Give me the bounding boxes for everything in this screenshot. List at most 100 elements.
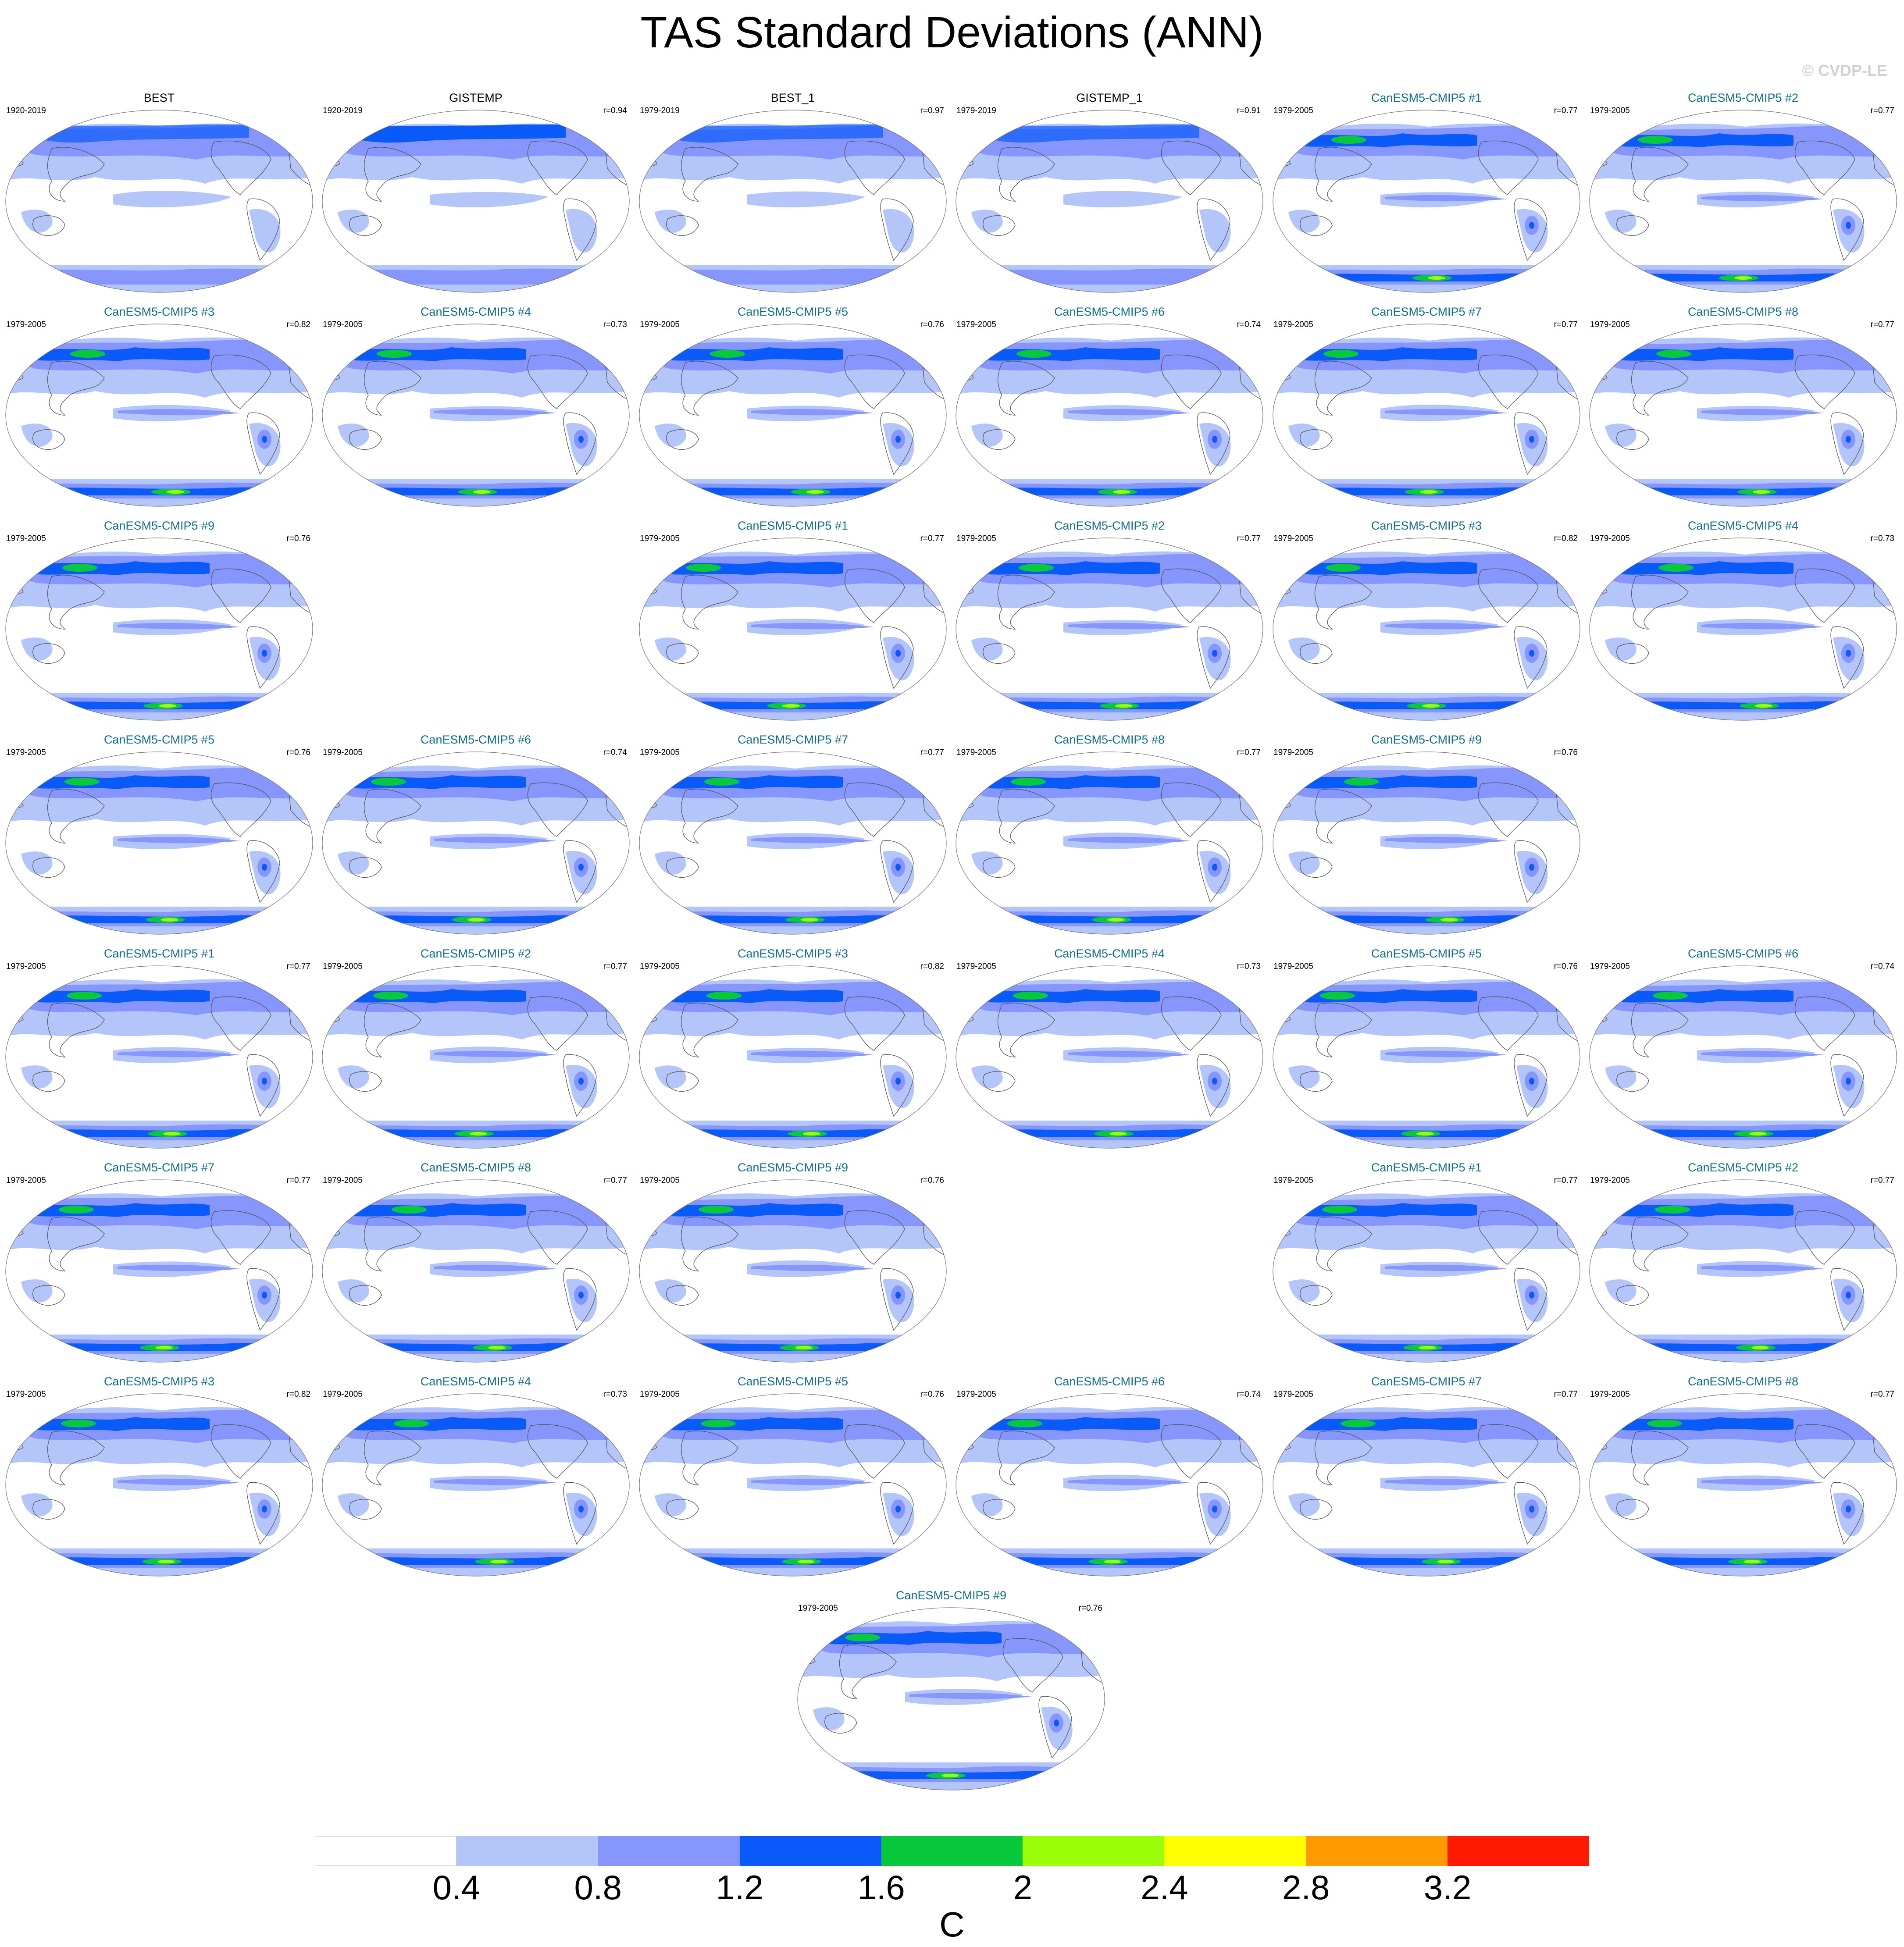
panel-pattern-correlation: r=0.77	[603, 962, 627, 971]
panel-title: CanESM5-CMIP5 #1	[103, 947, 215, 960]
colorbar-tick-label: 2.4	[1141, 1868, 1188, 1907]
map-panel: CanESM5-CMIP5 #5 1979-2005 r=0.76	[637, 304, 948, 510]
panel-title: GISTEMP_1	[1076, 91, 1143, 104]
robinson-map	[322, 1393, 630, 1577]
panel-pattern-correlation: r=0.77	[1870, 320, 1894, 329]
panel-pattern-correlation: r=0.77	[920, 534, 944, 543]
colorbar-labels: 0.4 0.8 1.2 1.6 2 2.4 2.8 3.2	[0, 1870, 1904, 1905]
robinson-map	[639, 324, 947, 507]
map-panel: BEST_1 1979-2019 r=0.97	[637, 90, 948, 296]
watermark: © CVDP-LE	[1802, 61, 1887, 79]
panel-title: CanESM5-CMIP5 #8	[1687, 1375, 1799, 1388]
panel-years: 1979-2005	[1273, 962, 1313, 971]
map-panel: CanESM5-CMIP5 #2 1979-2005 r=0.77	[954, 518, 1265, 724]
map-panel: CanESM5-CMIP5 #1 1979-2005 r=0.77	[1271, 1160, 1582, 1366]
map-panel: CanESM5-CMIP5 #5 1979-2005 r=0.76	[4, 732, 315, 938]
panel-pattern-correlation: r=0.74	[603, 748, 627, 757]
panel-title: CanESM5-CMIP5 #9	[103, 519, 215, 532]
panel-years: 1979-2005	[323, 1176, 363, 1185]
panel-title: CanESM5-CMIP5 #6	[1054, 305, 1165, 318]
panel-title: CanESM5-CMIP5 #9	[1371, 733, 1482, 746]
colorbar-units: C	[939, 1905, 965, 1944]
panel-pattern-correlation: r=0.77	[1870, 1176, 1894, 1185]
panel-pattern-correlation: r=0.74	[1237, 320, 1261, 329]
map-panel: CanESM5-CMIP5 #7 1979-2005 r=0.77	[1271, 304, 1582, 510]
robinson-map	[1589, 965, 1897, 1149]
map-panel: CanESM5-CMIP5 #2 1979-2005 r=0.77	[320, 946, 631, 1152]
robinson-map	[956, 324, 1263, 507]
robinson-map	[322, 110, 630, 293]
panel-years: 1979-2005	[323, 1390, 363, 1399]
map-panel: CanESM5-CMIP5 #3 1979-2005 r=0.82	[1271, 518, 1582, 724]
robinson-map	[322, 324, 630, 507]
panel-title: CanESM5-CMIP5 #5	[1371, 947, 1482, 960]
panel-years: 1979-2005	[640, 534, 680, 543]
map-panel: CanESM5-CMIP5 #4 1979-2005 r=0.73	[1587, 518, 1899, 724]
panel-pattern-correlation: r=0.82	[286, 1390, 310, 1399]
colorbar-tick-label: 1.2	[716, 1868, 763, 1907]
robinson-map	[956, 110, 1263, 293]
map-panel: CanESM5-CMIP5 #3 1979-2005 r=0.82	[637, 946, 948, 1152]
panel-years: 1920-2019	[323, 106, 363, 115]
panel-title: CanESM5-CMIP5 #3	[103, 305, 215, 318]
panel-years: 1979-2005	[1590, 1390, 1630, 1399]
panel-years: 1979-2005	[1273, 320, 1313, 329]
panel-pattern-correlation: r=0.76	[920, 320, 944, 329]
panel-years: 1979-2005	[956, 1390, 996, 1399]
robinson-map	[5, 110, 313, 293]
panel-pattern-correlation: r=0.77	[603, 1176, 627, 1185]
colorbar-segment	[881, 1836, 1023, 1866]
panel-title: GISTEMP	[449, 91, 503, 104]
robinson-map	[5, 324, 313, 507]
robinson-map	[956, 751, 1263, 935]
map-panel: CanESM5-CMIP5 #8 1979-2005 r=0.77	[954, 732, 1265, 938]
map-panel: CanESM5-CMIP5 #6 1979-2005 r=0.74	[954, 1374, 1265, 1580]
map-panel: CanESM5-CMIP5 #1 1979-2005 r=0.77	[637, 518, 948, 724]
panel-pattern-correlation: r=0.77	[1554, 1176, 1578, 1185]
panel-pattern-correlation: r=0.94	[603, 106, 627, 115]
map-panel: CanESM5-CMIP5 #4 1979-2005 r=0.73	[320, 304, 631, 510]
robinson-map	[5, 537, 313, 721]
panel-pattern-correlation: r=0.76	[286, 748, 310, 757]
robinson-map	[1589, 324, 1897, 507]
map-panel: CanESM5-CMIP5 #9 1979-2005 r=0.76	[637, 1160, 948, 1366]
panel-years: 1979-2005	[956, 320, 996, 329]
panel-years: 1979-2005	[956, 534, 996, 543]
colorbar-segment	[739, 1836, 881, 1866]
colorbar-segment	[315, 1836, 456, 1866]
panel-title: CanESM5-CMIP5 #1	[1371, 91, 1482, 104]
robinson-map	[639, 965, 947, 1149]
panel-title: CanESM5-CMIP5 #1	[737, 519, 849, 532]
panel-title: BEST	[143, 91, 175, 104]
robinson-map	[5, 1393, 313, 1577]
panel-pattern-correlation: r=0.77	[920, 748, 944, 757]
panel-years: 1979-2005	[6, 748, 46, 757]
map-panel: CanESM5-CMIP5 #8 1979-2005 r=0.77	[1587, 304, 1899, 510]
map-panel: CanESM5-CMIP5 #4 1979-2005 r=0.73	[954, 946, 1265, 1152]
panel-title: CanESM5-CMIP5 #8	[1054, 733, 1165, 746]
panel-years: 1979-2005	[6, 1176, 46, 1185]
panel-years: 1979-2005	[1590, 320, 1630, 329]
map-panel: CanESM5-CMIP5 #9 1979-2005 r=0.76	[4, 518, 315, 724]
robinson-map	[639, 1179, 947, 1363]
colorbar-segment	[1448, 1836, 1590, 1866]
robinson-map	[322, 965, 630, 1149]
panel-years: 1920-2019	[6, 106, 46, 115]
panel-title: CanESM5-CMIP5 #7	[1371, 1375, 1482, 1388]
panel-pattern-correlation: r=0.77	[286, 962, 310, 971]
panel-years: 1979-2005	[323, 962, 363, 971]
panel-pattern-correlation: r=0.76	[920, 1390, 944, 1399]
panel-years: 1979-2005	[640, 1390, 680, 1399]
panel-pattern-correlation: r=0.76	[1078, 1604, 1102, 1613]
panel-pattern-correlation: r=0.82	[1554, 534, 1578, 543]
map-panel: CanESM5-CMIP5 #2 1979-2005 r=0.77	[1587, 1160, 1899, 1366]
colorbar-segment	[1306, 1836, 1448, 1866]
panel-years: 1979-2005	[6, 1390, 46, 1399]
panel-years: 1979-2005	[1273, 106, 1313, 115]
panel-pattern-correlation: r=0.97	[920, 106, 944, 115]
robinson-map	[639, 1393, 947, 1577]
panel-title: CanESM5-CMIP5 #7	[737, 733, 849, 746]
panel-title: CanESM5-CMIP5 #3	[103, 1375, 215, 1388]
map-panel: CanESM5-CMIP5 #4 1979-2005 r=0.73	[320, 1374, 631, 1580]
panel-pattern-correlation: r=0.73	[1870, 534, 1894, 543]
